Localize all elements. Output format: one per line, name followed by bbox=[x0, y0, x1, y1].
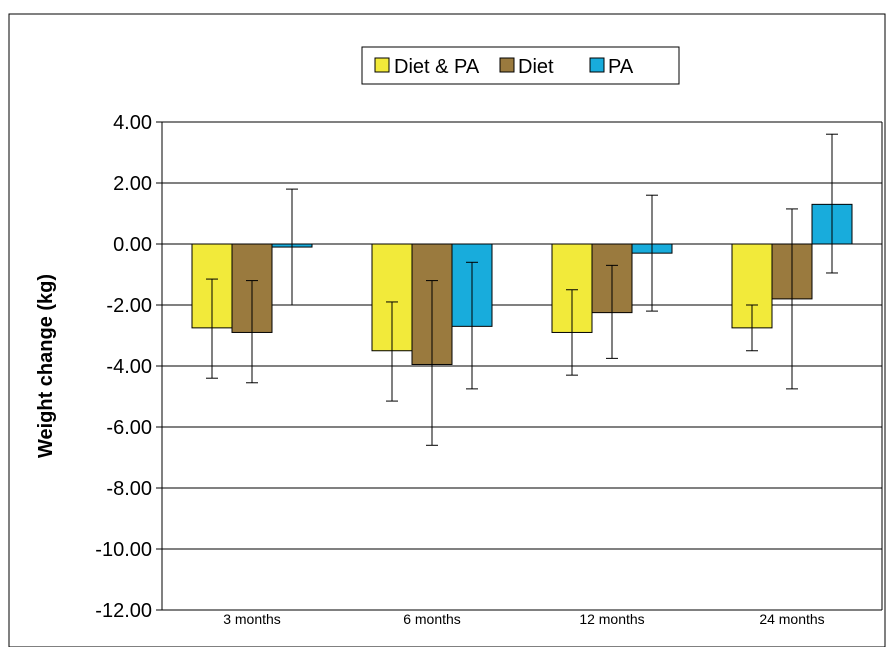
x-tick-label: 3 months bbox=[223, 611, 281, 627]
error-bars bbox=[206, 133, 838, 446]
y-tick-labels: 4.00 2.00 0.00 -2.00 -4.00 -6.00 -8.00 -10.00 -1… bbox=[95, 112, 152, 622]
y-tick-label: -10.00 bbox=[95, 539, 152, 561]
legend: Diet & PA Diet PA bbox=[361, 46, 680, 85]
y-tick-label: 4.00 bbox=[113, 112, 152, 134]
legend-box bbox=[361, 46, 680, 85]
legend-swatch bbox=[589, 57, 605, 73]
y-tick-label: 0.00 bbox=[113, 234, 152, 256]
y-tick-label: -12.00 bbox=[95, 600, 152, 622]
x-tick-label: 6 months bbox=[403, 611, 461, 627]
legend-label: Diet bbox=[518, 56, 554, 78]
legend-swatch bbox=[499, 57, 515, 73]
y-tick-label: -4.00 bbox=[106, 356, 152, 378]
x-tick-label: 12 months bbox=[579, 611, 644, 627]
legend-swatch bbox=[374, 57, 390, 73]
y-tick-label: -6.00 bbox=[106, 417, 152, 439]
y-tick-label: 2.00 bbox=[113, 173, 152, 195]
y-tick-label: -8.00 bbox=[106, 478, 152, 500]
x-tick-label: 24 months bbox=[759, 611, 824, 627]
bars bbox=[191, 203, 853, 365]
legend-label: Diet & PA bbox=[394, 56, 480, 78]
y-tick-label: -2.00 bbox=[106, 295, 152, 317]
x-tick-labels: 3 months 6 months 12 months 24 months bbox=[223, 611, 824, 627]
axes bbox=[161, 122, 883, 610]
y-axis-label: Weight change (kg) bbox=[35, 274, 57, 458]
legend-label: PA bbox=[608, 56, 634, 78]
